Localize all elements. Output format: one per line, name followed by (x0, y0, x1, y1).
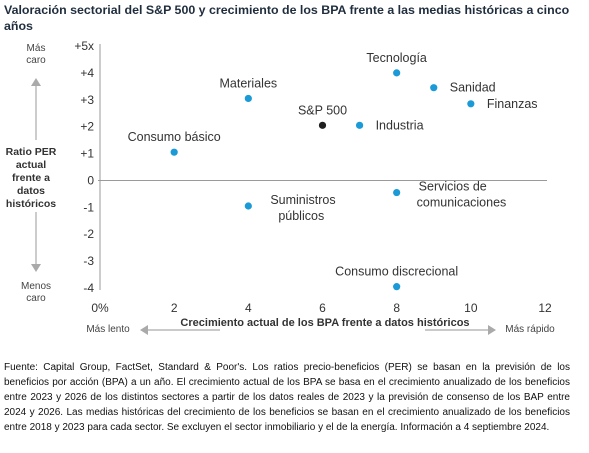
x-tick-label: 2 (171, 301, 178, 315)
scatter-chart: +5x +4 +3 +2 +1 0 -1 -2 -3 -4 0% 2 4 6 8 10 12 Tecnología… (31, 39, 552, 335)
scatter-point (393, 283, 401, 291)
x-right-arrow-head (488, 325, 496, 335)
y-tick-label: +5x (74, 39, 94, 53)
scatter-point (244, 202, 252, 210)
point-label: Consumo discrecional (335, 265, 458, 279)
point-label: Finanzas (487, 97, 538, 111)
x-tick-label: 0% (91, 301, 109, 315)
x-right-hint: Más rápido (505, 324, 555, 335)
x-tick-label: 6 (319, 301, 326, 315)
y-down-arrow-head (31, 264, 41, 272)
point-label: comunicaciones (417, 196, 507, 210)
y-tick-label: -2 (83, 227, 94, 241)
point-label: Materiales (219, 76, 277, 90)
y-tick-label: +2 (80, 120, 94, 134)
point-label: Consumo básico (128, 130, 221, 144)
point-label: Tecnología (366, 51, 427, 65)
scatter-point (355, 121, 364, 129)
scatter-point (430, 84, 438, 92)
point-label: públicos (278, 209, 324, 223)
y-top-hint: Más caro (26, 43, 46, 66)
y-tick-label: +3 (80, 93, 94, 107)
scatter-point (244, 94, 252, 103)
point-label: Industria (376, 118, 424, 132)
scatter-point (393, 69, 401, 77)
y-tick-label: 0 (87, 173, 94, 187)
point-label: Suministros (270, 193, 335, 207)
y-tick-label: -1 (83, 200, 94, 214)
point-label: S&P 500 (298, 103, 347, 117)
scatter-point (170, 148, 178, 156)
x-tick-label: 12 (538, 301, 552, 315)
footnote: Fuente: Capital Group, FactSet, Standard… (4, 362, 570, 433)
y-bottom-hint: Menos caro (20, 281, 51, 304)
point-label: Servicios de (419, 180, 487, 194)
chart-title: Valoración sectorial del S&P 500 y creci… (4, 3, 570, 33)
x-left-arrow-head (140, 325, 148, 335)
y-tick-label: +4 (80, 66, 94, 80)
scatter-point (467, 100, 475, 108)
y-tick-label: -3 (83, 254, 94, 268)
scatter-point (393, 188, 401, 197)
x-tick-label: 10 (464, 301, 478, 315)
y-up-arrow-head (31, 78, 41, 86)
y-tick-label: -4 (83, 281, 94, 295)
x-left-hint: Más lento (86, 324, 130, 335)
scatter-point (318, 121, 327, 129)
x-axis-title: Crecimiento actual de los BPA frente a d… (180, 317, 470, 329)
y-tick-label: +1 (80, 147, 94, 161)
x-tick-label: 8 (393, 301, 400, 315)
y-axis-title: Ratio PER actual frente a datos históric… (5, 146, 57, 210)
x-tick-label: 4 (245, 301, 252, 315)
point-label: Sanidad (450, 81, 496, 95)
